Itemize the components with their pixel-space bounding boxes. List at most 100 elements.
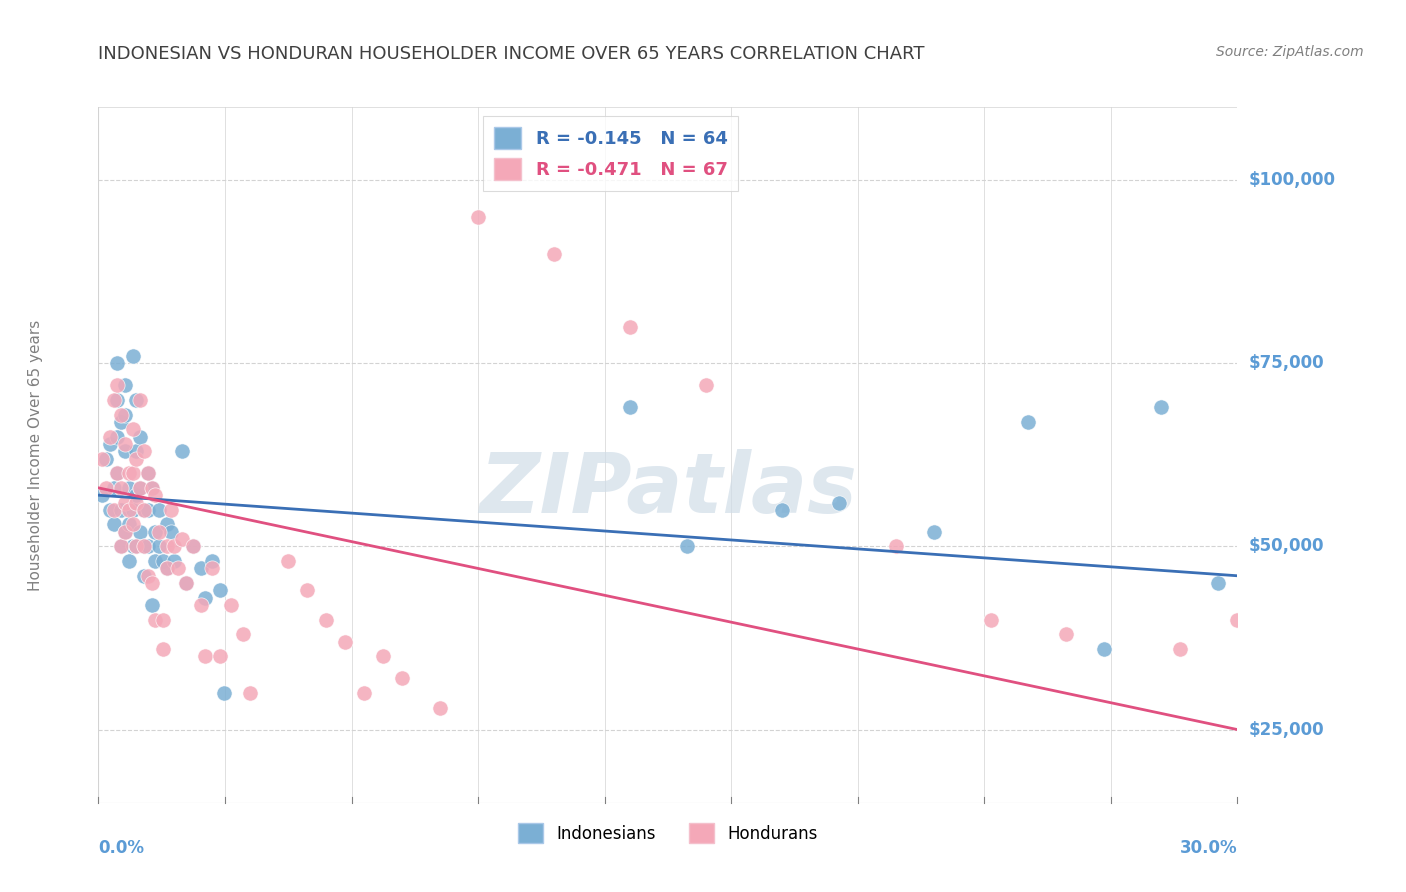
Point [110, 481, 132, 495]
Point [125, 444, 148, 458]
Point [118, 481, 141, 495]
Point [103, 392, 125, 407]
Point [156, 517, 179, 532]
Point [129, 481, 152, 495]
Point [277, 554, 299, 568]
Point [828, 495, 851, 509]
Point [94, 451, 117, 466]
Point [145, 554, 167, 568]
Text: 30.0%: 30.0% [1180, 839, 1237, 857]
Point [121, 517, 143, 532]
Point [125, 540, 148, 554]
Point [183, 540, 205, 554]
Point [619, 401, 641, 415]
Point [190, 561, 212, 575]
Point [121, 467, 143, 481]
Point [114, 524, 136, 539]
Point [239, 686, 262, 700]
Text: $50,000: $50,000 [1249, 538, 1324, 556]
Point [118, 503, 141, 517]
Point [107, 429, 129, 443]
Point [297, 583, 319, 598]
Point [1150, 401, 1173, 415]
Point [114, 378, 136, 392]
Point [201, 561, 224, 575]
Point [129, 481, 152, 495]
Point [619, 319, 641, 334]
Point [118, 554, 141, 568]
Point [110, 408, 132, 422]
Point [1018, 415, 1040, 429]
Point [156, 561, 179, 575]
Point [371, 649, 394, 664]
Point [136, 568, 159, 582]
Point [110, 540, 132, 554]
Point [152, 642, 174, 657]
Point [141, 481, 163, 495]
Point [136, 467, 159, 481]
Point [141, 481, 163, 495]
Text: 0.0%: 0.0% [98, 839, 145, 857]
Point [1170, 642, 1192, 657]
Point [353, 686, 375, 700]
Point [315, 613, 337, 627]
Point [121, 503, 143, 517]
Point [145, 524, 167, 539]
Point [121, 540, 143, 554]
Point [174, 576, 197, 591]
Point [114, 524, 136, 539]
Point [103, 517, 125, 532]
Point [1094, 642, 1116, 657]
Point [183, 540, 205, 554]
Text: $75,000: $75,000 [1249, 354, 1324, 372]
Point [125, 392, 148, 407]
Point [103, 503, 125, 517]
Point [167, 561, 190, 575]
Point [212, 686, 235, 700]
Text: Householder Income Over 65 years: Householder Income Over 65 years [28, 319, 44, 591]
Point [1208, 576, 1230, 591]
Point [136, 503, 159, 517]
Point [132, 503, 155, 517]
Point [152, 554, 174, 568]
Point [129, 392, 152, 407]
Point [136, 467, 159, 481]
Point [194, 649, 217, 664]
Point [132, 568, 155, 582]
Point [170, 444, 193, 458]
Point [543, 246, 565, 260]
Legend: Indonesians, Hondurans: Indonesians, Hondurans [512, 816, 824, 850]
Point [114, 437, 136, 451]
Point [132, 444, 155, 458]
Point [110, 540, 132, 554]
Point [107, 392, 129, 407]
Point [141, 576, 163, 591]
Point [114, 495, 136, 509]
Point [335, 634, 357, 648]
Point [132, 540, 155, 554]
Text: INDONESIAN VS HONDURAN HOUSEHOLDER INCOME OVER 65 YEARS CORRELATION CHART: INDONESIAN VS HONDURAN HOUSEHOLDER INCOM… [98, 45, 925, 62]
Text: $100,000: $100,000 [1249, 171, 1336, 189]
Point [159, 503, 181, 517]
Point [118, 517, 141, 532]
Point [132, 540, 155, 554]
Point [201, 554, 224, 568]
Point [94, 481, 117, 495]
Point [163, 540, 186, 554]
Point [159, 524, 181, 539]
Point [190, 598, 212, 612]
Point [884, 540, 907, 554]
Point [98, 429, 121, 443]
Point [91, 488, 114, 502]
Text: $25,000: $25,000 [1249, 721, 1324, 739]
Point [114, 444, 136, 458]
Point [152, 613, 174, 627]
Point [132, 503, 155, 517]
Point [429, 700, 451, 714]
Point [194, 591, 217, 605]
Point [148, 503, 170, 517]
Point [467, 210, 489, 224]
Point [163, 554, 186, 568]
Point [107, 467, 129, 481]
Point [125, 488, 148, 502]
